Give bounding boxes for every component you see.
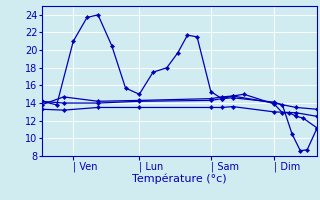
X-axis label: Température (°c): Température (°c) <box>132 173 227 184</box>
